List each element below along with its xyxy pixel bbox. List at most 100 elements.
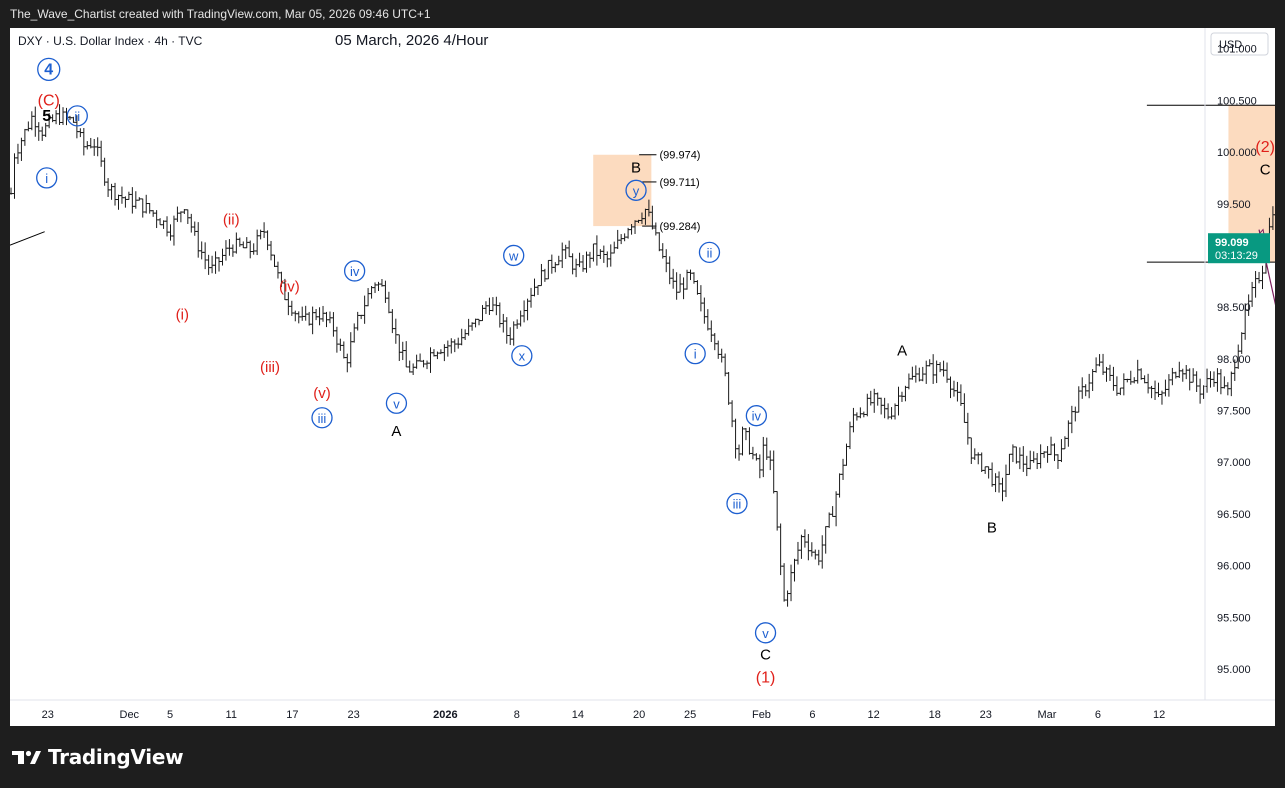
- level-label-2: (99.974): [660, 150, 701, 162]
- wave-label-6: (i): [176, 306, 189, 323]
- ohlc-bar: [948, 376, 953, 399]
- ohlc-bar: [549, 254, 554, 274]
- ohlc-bar: [504, 317, 509, 344]
- ohlc-bar: [1166, 374, 1171, 397]
- svg-text:i: i: [45, 171, 48, 186]
- ohlc-bar: [993, 473, 998, 493]
- time-tick-6: 2026: [433, 709, 457, 721]
- ohlc-bar: [1156, 382, 1161, 398]
- wave-label-11: iii: [311, 407, 333, 429]
- ohlc-bar: [171, 215, 176, 246]
- ohlc-bar: [425, 360, 430, 370]
- time-tick-0: 23: [42, 709, 54, 721]
- ohlc-bar: [598, 249, 603, 260]
- ohlc-bar: [376, 281, 381, 291]
- ohlc-bar: [847, 421, 852, 450]
- ohlc-bar: [341, 341, 346, 359]
- ohlc-bar: [217, 257, 222, 272]
- ohlc-bar: [355, 311, 360, 331]
- ohlc-bar: [820, 535, 825, 569]
- ohlc-bar: [449, 338, 454, 354]
- ohlc-bar: [587, 251, 592, 268]
- time-tick-11: Feb: [752, 709, 771, 721]
- ohlc-bar: [601, 245, 606, 263]
- ohlc-bar: [723, 353, 728, 377]
- ohlc-bar: [113, 182, 118, 206]
- svg-text:iii: iii: [733, 497, 742, 512]
- ohlc-bar: [269, 240, 274, 261]
- price-tick-11: 95.500: [1217, 612, 1251, 624]
- ohlc-bar: [1215, 368, 1220, 392]
- ohlc-bar: [719, 348, 724, 363]
- ohlc-bar: [1114, 376, 1119, 396]
- ohlc-bar: [910, 366, 915, 380]
- ohlc-bar: [886, 403, 891, 420]
- ohlc-bar: [459, 328, 464, 346]
- ohlc-bar: [1184, 364, 1189, 380]
- ohlc-bar: [757, 454, 762, 479]
- wave-label-5: (ii): [223, 211, 240, 228]
- ohlc-bar: [1132, 377, 1137, 384]
- ohlc-bar: [761, 436, 766, 478]
- ohlc-bar: [997, 471, 1002, 493]
- ohlc-bar: [539, 263, 544, 287]
- ohlc-bar: [220, 248, 225, 266]
- ohlc-bar: [456, 337, 461, 349]
- ohlc-bar: [1024, 455, 1029, 477]
- ohlc-bar: [383, 280, 388, 303]
- ohlc-bar: [33, 106, 38, 137]
- time-tick-4: 17: [286, 709, 298, 721]
- svg-text:(1): (1): [756, 669, 776, 686]
- ohlc-bar: [1173, 371, 1178, 379]
- time-tick-15: 23: [980, 709, 992, 721]
- ohlc-bar: [352, 323, 357, 343]
- ohlc-bar: [515, 319, 520, 329]
- wave-label-13: A: [391, 423, 401, 440]
- ohlc-bar: [771, 450, 776, 494]
- ohlc-bar: [553, 262, 558, 273]
- ohlc-bar: [1066, 420, 1071, 447]
- ohlc-bar: [979, 452, 984, 472]
- price-tick-9: 96.500: [1217, 509, 1251, 521]
- ohlc-bar: [702, 297, 707, 324]
- ohlc-bar: [799, 534, 804, 559]
- trend-line: [10, 231, 45, 246]
- ohlc-bar: [969, 437, 974, 465]
- tradingview-brand[interactable]: TradingView: [12, 745, 184, 769]
- ohlc-bar: [345, 353, 350, 373]
- ohlc-bar: [813, 549, 818, 560]
- svg-text:ii: ii: [707, 245, 713, 260]
- ohlc-bar: [106, 178, 111, 197]
- chart-panel[interactable]: (100.453)(98.936)(99.974)(99.711)(99.284…: [10, 28, 1275, 726]
- ohlc-bar: [705, 309, 710, 331]
- ohlc-bar: [809, 542, 814, 557]
- price-tick-8: 97.000: [1217, 457, 1251, 469]
- brand-name: TradingView: [48, 745, 184, 769]
- ohlc-bar: [1253, 271, 1258, 298]
- ohlc-bar: [1225, 382, 1230, 396]
- wave-label-24: (1): [756, 669, 776, 686]
- ohlc-bar: [206, 254, 211, 275]
- ohlc-bar: [15, 143, 20, 164]
- ohlc-bar: [698, 285, 703, 312]
- ohlc-bar: [133, 191, 138, 209]
- svg-text:(C): (C): [38, 92, 60, 109]
- price-chart[interactable]: (100.453)(98.936)(99.974)(99.711)(99.284…: [10, 28, 1275, 726]
- ohlc-bar: [941, 360, 946, 377]
- ohlc-bar: [1028, 450, 1033, 470]
- svg-text:w: w: [508, 248, 519, 263]
- ohlc-bar: [178, 211, 183, 223]
- ohlc-bar: [116, 194, 121, 210]
- svg-text:(v): (v): [313, 385, 331, 402]
- ohlc-bar: [792, 558, 797, 582]
- time-tick-16: Mar: [1037, 709, 1056, 721]
- ohlc-bar: [570, 253, 575, 275]
- ohlc-bar: [685, 269, 690, 290]
- ohlc-bar: [501, 313, 506, 333]
- ohlc-bar: [1107, 364, 1112, 382]
- ohlc-bar: [934, 360, 939, 384]
- ohlc-bar: [494, 296, 499, 316]
- ohlc-bar: [421, 359, 426, 368]
- ohlc-bar: [660, 243, 665, 259]
- time-tick-17: 6: [1095, 709, 1101, 721]
